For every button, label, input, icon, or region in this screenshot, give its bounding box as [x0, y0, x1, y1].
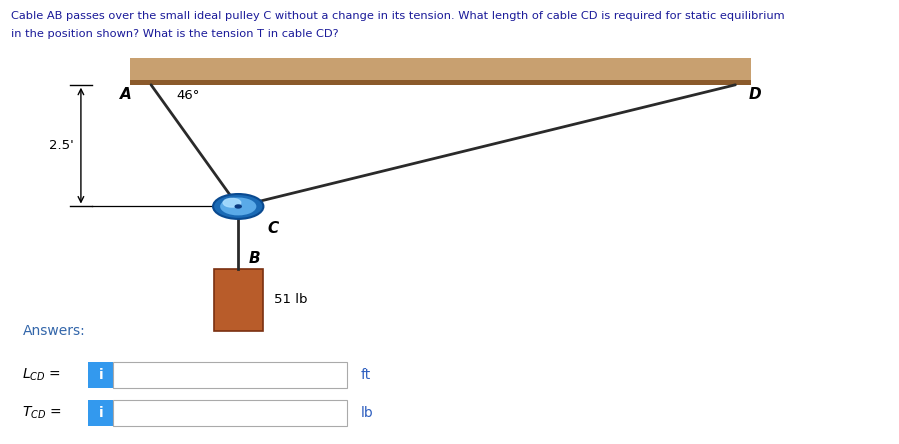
Bar: [130, 58, 751, 82]
Text: C: C: [268, 221, 280, 236]
Text: i: i: [98, 406, 103, 420]
Text: B: B: [249, 251, 261, 266]
Text: A: A: [120, 87, 131, 102]
Text: 51 lb: 51 lb: [274, 293, 307, 306]
Text: $L_{CD}$ =: $L_{CD}$ =: [22, 367, 61, 383]
Text: 2.5': 2.5': [49, 139, 74, 152]
Circle shape: [223, 198, 241, 207]
Text: Answers:: Answers:: [22, 324, 85, 338]
Bar: [113, 362, 347, 388]
Text: 46°: 46°: [176, 89, 200, 102]
Circle shape: [236, 205, 241, 208]
Text: lb: lb: [360, 406, 373, 420]
Text: Cable AB passes over the small ideal pulley C without a change in its tension. W: Cable AB passes over the small ideal pul…: [11, 11, 785, 21]
Bar: [214, 269, 263, 331]
Circle shape: [220, 198, 256, 215]
Text: in the position shown? What is the tension T in cable CD?: in the position shown? What is the tensi…: [11, 29, 338, 39]
Text: ft: ft: [360, 368, 370, 382]
Text: i: i: [98, 368, 103, 382]
Bar: [88, 362, 113, 388]
Text: $T_{CD}$ =: $T_{CD}$ =: [22, 405, 62, 421]
Bar: [130, 80, 751, 85]
Circle shape: [213, 194, 263, 219]
Bar: [113, 400, 347, 426]
Bar: [88, 400, 113, 426]
Text: D: D: [749, 87, 761, 102]
